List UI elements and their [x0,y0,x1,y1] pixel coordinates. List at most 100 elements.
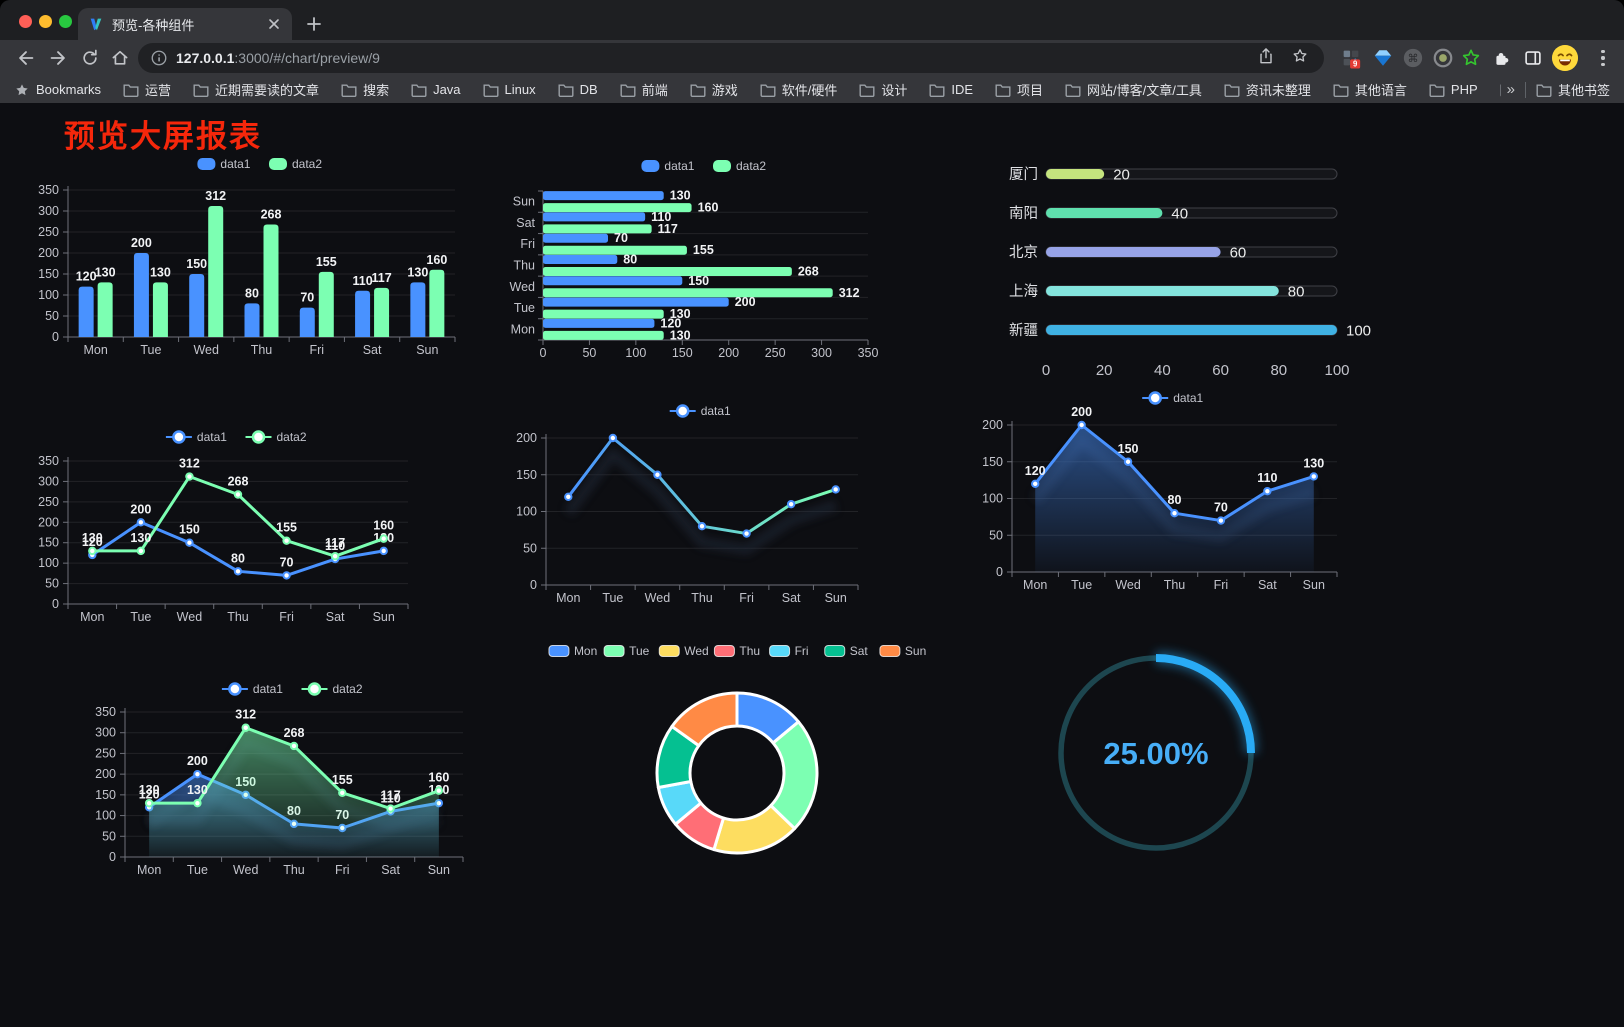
svg-text:Mon: Mon [556,591,580,605]
bookmark-folder-label: Linux [504,82,536,97]
svg-text:200: 200 [131,236,152,250]
bookmark-folder[interactable]: 运营 [123,80,171,99]
bookmark-folder[interactable]: 网站/博客/文章/工具 [1065,80,1202,99]
bookmark-folder[interactable]: 搜索 [341,80,389,99]
svg-text:120: 120 [76,270,97,284]
svg-text:155: 155 [693,243,714,257]
gem-extension-icon[interactable] [1372,47,1394,69]
svg-text:Thu: Thu [227,610,249,624]
svg-text:130: 130 [139,783,160,797]
bookmark-folder[interactable]: 软件/硬件 [760,80,838,99]
bookmark-folder[interactable]: Linux [483,82,536,97]
profile-avatar[interactable] [1552,45,1578,71]
dual-area-chart[interactable]: 0 50 100 150 200 250 300 350 Mon Tue Wed Thu Fri Sat S… [95,682,464,877]
svg-text:117: 117 [371,271,391,285]
svg-text:160: 160 [373,519,394,533]
bookmark-folder[interactable]: PHP [1429,82,1478,97]
bookmark-star-icon[interactable] [1290,46,1310,66]
bookmarks-root-button[interactable]: Bookmarks [14,82,101,98]
site-info-icon[interactable] [150,49,168,67]
svg-text:Wed: Wed [510,280,536,294]
svg-text:117: 117 [325,536,345,550]
svg-text:0: 0 [530,578,537,592]
extensions-puzzle-icon[interactable] [1490,47,1512,69]
command-extension-icon[interactable]: ⌘ [1402,47,1424,69]
svg-text:50: 50 [523,541,537,555]
other-bookmarks-button[interactable]: 其他书签 [1536,80,1610,99]
single-area-chart[interactable]: 0 50 100 150 200 Mon Tue Wed Thu Fri Sat Sun 120 200 1… [982,391,1338,592]
bookmark-folder[interactable]: IDE [929,82,973,97]
folder-icon [1224,84,1240,97]
home-button[interactable] [108,46,132,70]
svg-text:268: 268 [798,265,819,279]
svg-text:Tue: Tue [602,591,623,605]
svg-text:Wed: Wed [684,644,708,658]
browser-menu-button[interactable] [1596,47,1610,69]
gradient-line-chart[interactable]: 0 50 100 150 200 Mon Tue Wed Thu Fri Sat Sun data1 [516,404,859,605]
bookmark-folder[interactable]: 近期需要读的文章 [193,80,319,99]
svg-text:Fri: Fri [520,237,535,251]
svg-text:110: 110 [651,210,671,224]
legend[interactable]: Mon Tue Wed Thu Fri Sat Sun [548,644,926,658]
svg-text:Sat: Sat [381,863,400,877]
page-title: 预览大屏报表 [64,119,262,154]
bookmark-folder[interactable]: 前端 [620,80,668,99]
window-close-button[interactable] [19,15,32,28]
svg-text:110: 110 [325,539,345,553]
svg-text:150: 150 [1118,442,1139,456]
legend[interactable]: data1 data2 [641,159,766,173]
bookmark-folder-label: Java [433,82,461,97]
green-star-extension-icon[interactable] [1460,47,1482,69]
bookmark-folder-label: DB [579,82,598,97]
bookmark-folder[interactable]: 项目 [995,80,1043,99]
svg-text:160: 160 [698,201,719,215]
new-tab-button[interactable] [302,12,326,36]
dual-line-chart[interactable]: 0 50 100 150 200 250 300 350 Mon Tue Wed Thu Fri Sat S… [38,430,409,624]
svg-text:Sun: Sun [905,644,926,658]
svg-text:268: 268 [284,726,305,740]
bookmark-folder[interactable]: DB [558,82,598,97]
svg-text:Fri: Fri [795,644,809,658]
svg-text:150: 150 [38,267,59,281]
svg-text:130: 130 [95,265,116,279]
command-glyph: ⌘ [1408,53,1419,65]
legend[interactable]: data1 data2 [197,157,322,171]
weekday-donut-chart[interactable]: Mon Tue Wed Thu Fri Sat Sun [548,644,926,855]
back-button[interactable] [14,46,38,70]
svg-text:Wed: Wed [1115,578,1141,592]
bookmark-folder[interactable]: 游戏 [690,80,738,99]
svg-text:150: 150 [186,257,207,271]
window-zoom-button[interactable] [59,15,72,28]
bookmark-folder[interactable]: 其他语言 [1333,80,1407,99]
bookmarks-items: 运营 近期需要读的文章 搜索 Java Linux DB 前端 游戏 软件/硬件 设计 IDE 项目 网… [123,80,1501,99]
progress-ring-chart[interactable]: 25.00% [1058,651,1258,851]
bookmark-folder-label: 软件/硬件 [781,83,838,98]
legend[interactable]: data1 data2 [165,430,307,444]
bookmarks-overflow-chevron[interactable]: » [1506,81,1515,98]
svg-text:Thu: Thu [691,591,713,605]
svg-text:Sat: Sat [516,216,535,230]
bookmark-folder[interactable]: Java [411,82,461,97]
reload-button[interactable] [78,46,102,70]
address-bar[interactable]: 127.0.0.1:3000/#/chart/preview/9 [138,43,1324,73]
city-progress-chart[interactable]: 厦门 20 南阳 40 北京 60 上海 80 新疆 100 0 20 40 60 80 100 [1009,166,1371,379]
legend[interactable]: data1 [1142,391,1204,405]
record-extension-icon[interactable] [1432,47,1454,69]
share-icon[interactable] [1256,46,1276,66]
grouped-bar-chart[interactable]: 0 50 100 150 200 250 300 350 Mon Tue Wed Thu Fri Sat S… [38,157,456,357]
svg-text:data1: data1 [701,404,731,418]
bookmark-folder[interactable]: 资讯未整理 [1224,80,1311,99]
forward-button[interactable] [46,46,70,70]
legend[interactable]: data1 [669,404,731,418]
svg-text:80: 80 [231,551,245,565]
browser-tab[interactable]: 预览-各种组件 [78,8,292,40]
bookmark-folder[interactable]: 设计 [859,80,907,99]
svg-text:Mon: Mon [137,863,161,877]
grid-extension-icon[interactable]: 9 [1340,47,1362,69]
legend[interactable]: data1 data2 [221,682,363,696]
side-panel-icon[interactable] [1522,47,1544,69]
window-minimize-button[interactable] [39,15,52,28]
tab-close-icon[interactable] [266,16,282,32]
